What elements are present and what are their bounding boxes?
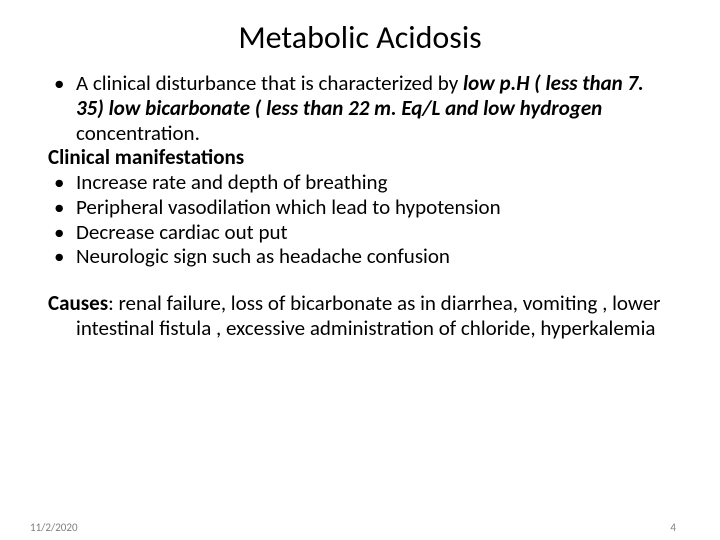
- slide-footer: 11/2/2020 4: [0, 521, 720, 534]
- causes-block: Causes: renal failure, loss of bicarbona…: [48, 291, 672, 341]
- footer-page-number: 4: [670, 521, 676, 534]
- bullet-cardiac: Decrease cardiac out put: [48, 220, 672, 245]
- causes-label: Causes: [48, 290, 108, 316]
- causes-text: : renal failure, loss of bicarbonate as …: [76, 290, 660, 341]
- definition-prefix: A clinical disturbance that is character…: [76, 70, 463, 96]
- definition-suffix: concentration.: [76, 120, 200, 146]
- clinical-heading: Clinical manifestations: [48, 145, 672, 170]
- bullet-breathing: Increase rate and depth of breathing: [48, 170, 672, 195]
- slide-title: Metabolic Acidosis: [48, 18, 672, 57]
- bullet-neurologic: Neurologic sign such as headache confusi…: [48, 244, 672, 269]
- bullet-definition: A clinical disturbance that is character…: [48, 71, 672, 145]
- bullet-vasodilation: Peripheral vasodilation which lead to hy…: [48, 195, 672, 220]
- slide-body: A clinical disturbance that is character…: [48, 71, 672, 341]
- slide: Metabolic Acidosis A clinical disturbanc…: [0, 0, 720, 540]
- footer-date: 11/2/2020: [30, 521, 78, 534]
